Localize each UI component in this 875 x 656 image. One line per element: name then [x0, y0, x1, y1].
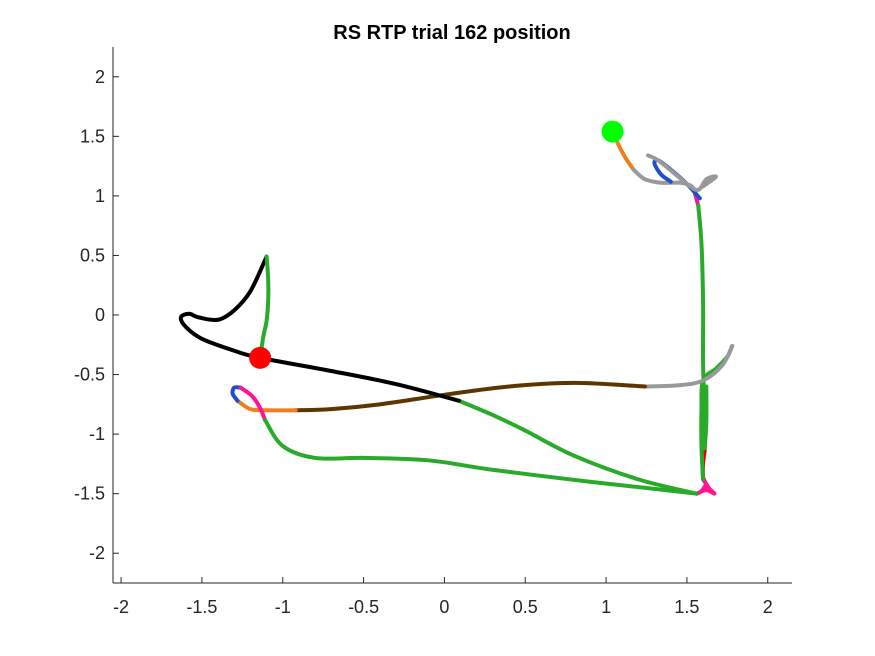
x-tick-label: 1: [601, 597, 611, 617]
y-tick-label: 1.5: [80, 126, 105, 146]
y-tick-label: 2: [95, 67, 105, 87]
start-marker: [601, 120, 624, 143]
y-axis-ticks: -2 -1.5 -1 -0.5 0 0.5 1 1.5 2: [74, 67, 119, 563]
trajectory-segment-gray: [642, 343, 735, 389]
x-tick-label: -0.5: [348, 597, 379, 617]
x-tick-label: 1.5: [674, 597, 699, 617]
trajectory-segment-green: [456, 398, 699, 496]
end-marker: [249, 346, 272, 369]
y-tick-label: -2: [89, 543, 105, 563]
y-tick-label: -1.5: [74, 484, 105, 504]
trajectory-segment-gray: [646, 153, 719, 193]
y-tick-label: -1: [89, 424, 105, 444]
plot-area: [178, 120, 735, 496]
x-tick-label: -1.5: [186, 597, 217, 617]
x-tick-label: 0: [439, 597, 449, 617]
y-tick-label: 0: [95, 305, 105, 325]
trajectory-segment-green: [262, 417, 699, 496]
x-tick-label: -2: [113, 597, 129, 617]
trajectory-segment-black: [178, 254, 461, 403]
x-tick-label: -1: [275, 597, 291, 617]
x-tick-label: 0.5: [513, 597, 538, 617]
y-tick-label: 1: [95, 186, 105, 206]
trajectory-segment-green: [258, 254, 271, 360]
trajectory-segment-orange: [235, 398, 298, 413]
y-tick-label: 0.5: [80, 245, 105, 265]
x-axis-ticks: -2 -1.5 -1 -0.5 0 0.5 1 1.5 2: [113, 577, 773, 617]
trajectory-segment-blue: [230, 385, 243, 403]
chart-title: RS RTP trial 162 position: [333, 22, 570, 44]
trajectory-segment-magenta: [238, 385, 267, 422]
trajectory-segment-magenta: [694, 477, 717, 496]
y-tick-label: -0.5: [74, 365, 105, 385]
trajectory-segment-green: [702, 384, 709, 451]
x-tick-label: 2: [763, 597, 773, 617]
